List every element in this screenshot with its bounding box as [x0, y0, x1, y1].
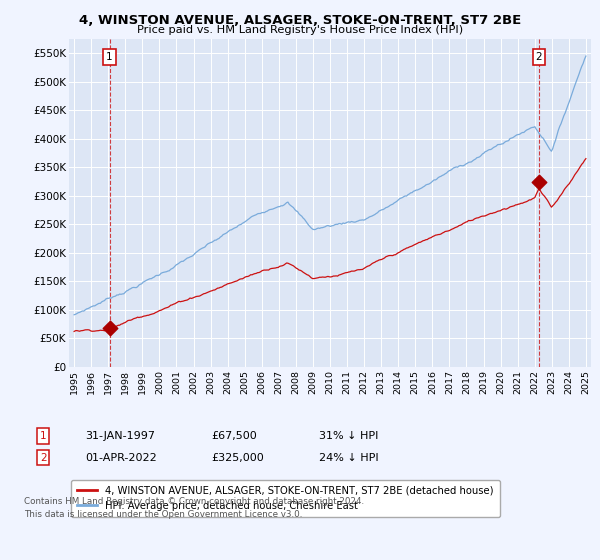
Text: 1: 1 [106, 52, 113, 62]
Text: £67,500: £67,500 [211, 431, 257, 441]
Text: £325,000: £325,000 [211, 452, 264, 463]
Point [534, 177, 544, 186]
Text: 31-JAN-1997: 31-JAN-1997 [85, 431, 155, 441]
Text: This data is licensed under the Open Government Licence v3.0.: This data is licensed under the Open Gov… [24, 510, 302, 519]
Text: 2: 2 [536, 52, 542, 62]
Text: Price paid vs. HM Land Registry's House Price Index (HPI): Price paid vs. HM Land Registry's House … [137, 25, 463, 35]
Text: 01-APR-2022: 01-APR-2022 [85, 452, 157, 463]
Text: 2: 2 [40, 452, 47, 463]
Text: 4, WINSTON AVENUE, ALSAGER, STOKE-ON-TRENT, ST7 2BE: 4, WINSTON AVENUE, ALSAGER, STOKE-ON-TRE… [79, 14, 521, 27]
Text: Contains HM Land Registry data © Crown copyright and database right 2024.: Contains HM Land Registry data © Crown c… [24, 497, 364, 506]
Point [105, 324, 115, 333]
Text: 24% ↓ HPI: 24% ↓ HPI [319, 452, 379, 463]
Text: 31% ↓ HPI: 31% ↓ HPI [319, 431, 379, 441]
Legend: 4, WINSTON AVENUE, ALSAGER, STOKE-ON-TRENT, ST7 2BE (detached house), HPI: Avera: 4, WINSTON AVENUE, ALSAGER, STOKE-ON-TRE… [71, 480, 500, 517]
Text: 1: 1 [40, 431, 47, 441]
